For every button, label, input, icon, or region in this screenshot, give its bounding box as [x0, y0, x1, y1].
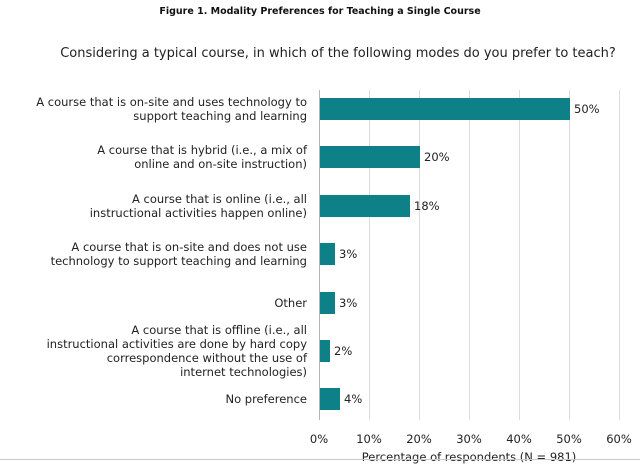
category-label: Other	[274, 295, 307, 310]
x-tick-label: 30%	[456, 432, 482, 446]
bar-value-label: 18%	[414, 198, 440, 213]
category-label: A course that is on-site and does not us…	[50, 240, 307, 269]
category-label: A course that is hybrid (i.e., a mix of o…	[97, 143, 307, 172]
bar-value-label: 50%	[574, 102, 600, 116]
x-tick-label: 0%	[309, 432, 329, 446]
category-label: No preference	[225, 392, 307, 407]
gridline	[519, 90, 520, 420]
y-axis-line	[319, 90, 320, 420]
bar	[320, 340, 330, 362]
gridline	[369, 90, 370, 420]
x-tick-label: 40%	[506, 432, 532, 446]
chart-question-title: Considering a typical course, in which o…	[60, 46, 616, 61]
category-label: A course that is on-site and uses techno…	[36, 95, 307, 123]
bar-value-label: 2%	[334, 344, 353, 358]
bar	[320, 98, 570, 120]
bar	[320, 146, 420, 169]
x-tick-label: 20%	[406, 432, 432, 446]
x-tick-label: 60%	[606, 432, 632, 446]
gridline	[619, 90, 620, 420]
bar	[320, 243, 335, 266]
bar-value-label: 20%	[424, 150, 450, 165]
category-label: A course that is offline (i.e., all instr…	[46, 323, 307, 379]
bar-value-label: 3%	[339, 247, 358, 262]
bar	[320, 291, 335, 314]
bar-value-label: 4%	[344, 392, 363, 407]
bar-value-label: 3%	[339, 295, 358, 310]
gridline	[569, 90, 570, 420]
gridline	[419, 90, 420, 420]
bar	[320, 194, 410, 217]
gridline	[469, 90, 470, 420]
category-label: A course that is online (i.e., all instru…	[89, 191, 307, 220]
x-tick-label: 50%	[556, 432, 582, 446]
x-tick-label: 10%	[356, 432, 382, 446]
bar	[320, 388, 340, 411]
figure-title: Figure 1. Modality Preferences for Teach…	[159, 6, 481, 17]
bottom-rule	[0, 459, 640, 460]
x-axis-title: Percentage of respondents (N = 981)	[361, 450, 577, 464]
